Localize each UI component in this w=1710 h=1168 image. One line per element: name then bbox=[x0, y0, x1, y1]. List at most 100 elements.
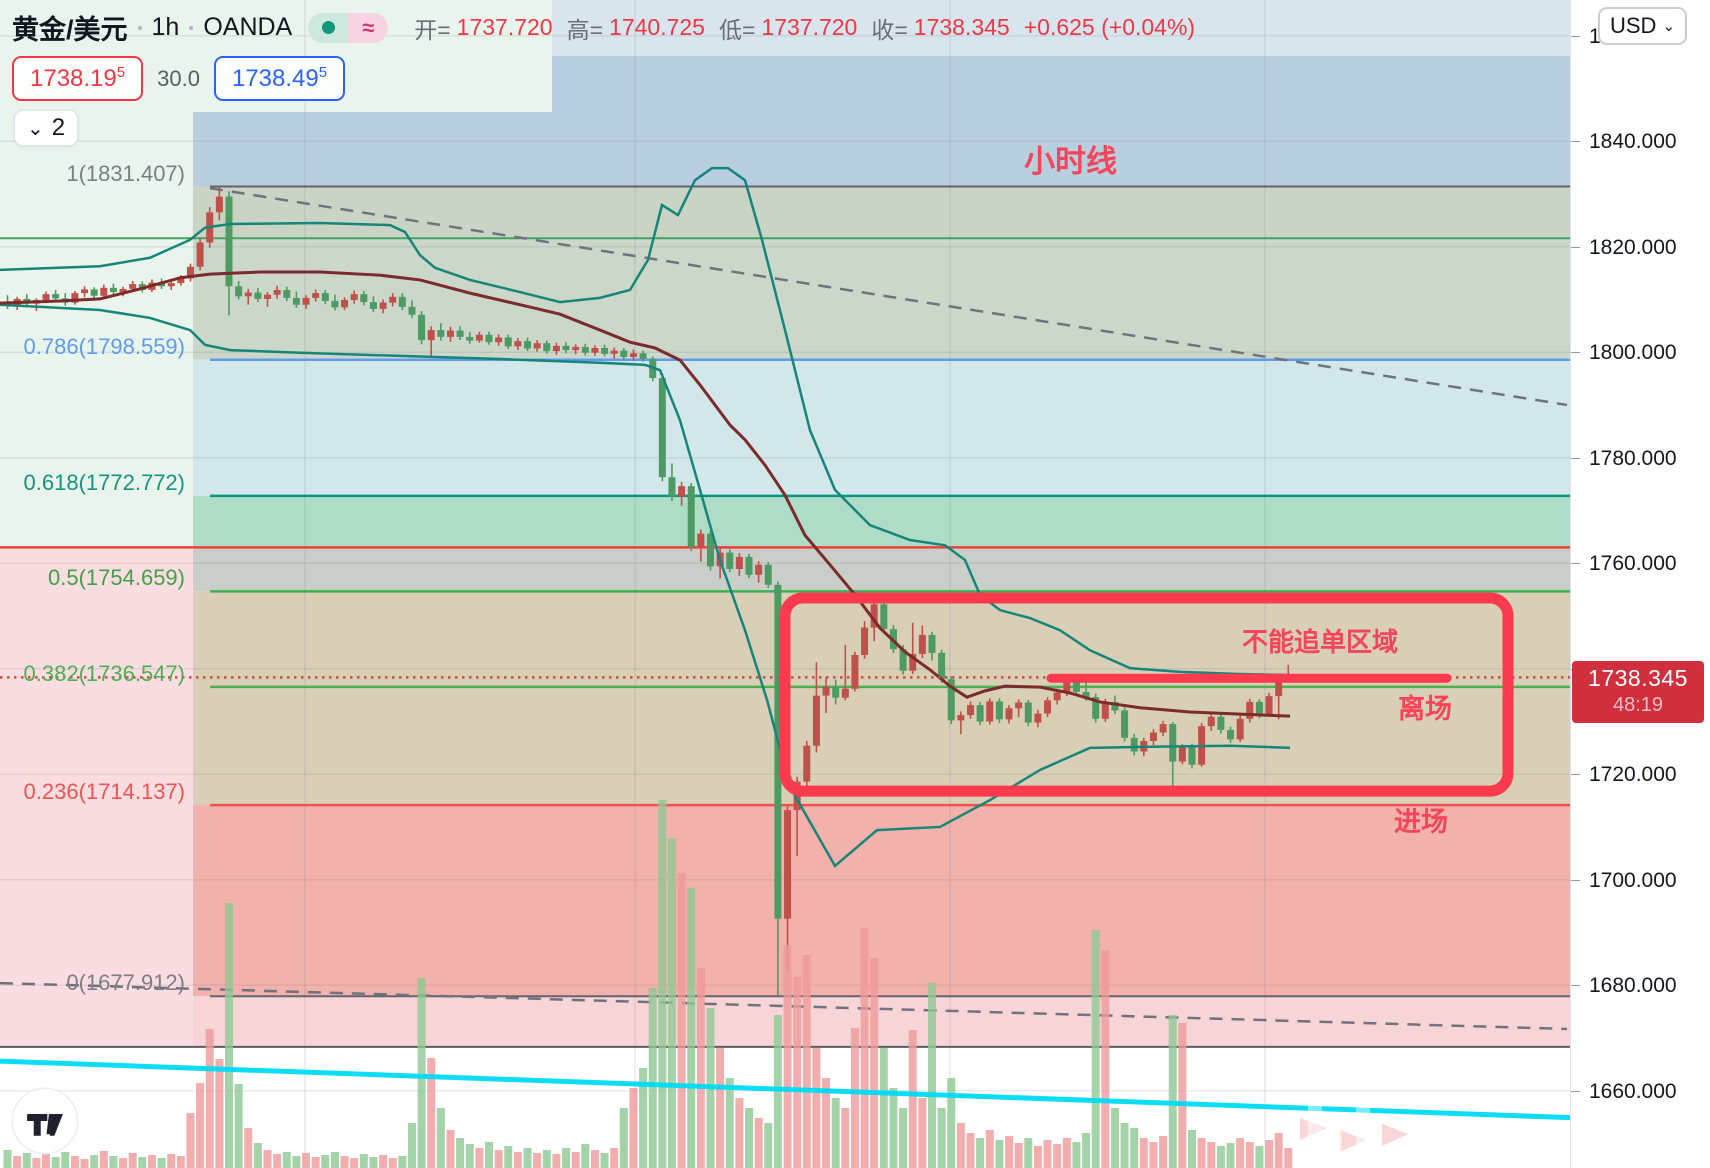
interval-label[interactable]: 1h bbox=[151, 13, 180, 41]
axis-tick bbox=[1571, 457, 1580, 459]
volume-bar bbox=[167, 1154, 176, 1168]
candle-body bbox=[475, 334, 483, 341]
moving-average bbox=[0, 270, 1291, 718]
volume-bar bbox=[610, 1148, 619, 1168]
volume-bar bbox=[802, 955, 811, 1168]
sell-button[interactable]: 1738.195 bbox=[12, 56, 144, 101]
candle-body bbox=[976, 705, 984, 722]
buy-button[interactable]: 1738.495 bbox=[213, 56, 346, 101]
price-axis[interactable]: 1860.0001840.0001820.0001800.0001780.000… bbox=[1570, 0, 1710, 1168]
volume-bar bbox=[889, 1088, 898, 1168]
volume-bar bbox=[273, 1154, 282, 1168]
axis-price-label: 1820.000 bbox=[1589, 235, 1677, 259]
fib-zone-band bbox=[193, 996, 1570, 1047]
volume-bar bbox=[667, 838, 676, 1168]
fib-zone-band bbox=[193, 805, 1570, 997]
indicator-toggle[interactable]: ≈ bbox=[308, 12, 389, 43]
candle-body bbox=[658, 378, 666, 478]
volume-bar bbox=[745, 1108, 754, 1168]
volume-bar bbox=[369, 1157, 378, 1168]
volume-bar bbox=[224, 903, 233, 1168]
volume-bar bbox=[138, 1157, 147, 1168]
volume-bar bbox=[61, 1152, 70, 1168]
volume-bar bbox=[937, 1108, 946, 1168]
candle-body bbox=[957, 715, 965, 721]
volume-bar bbox=[504, 1146, 513, 1168]
candle-body bbox=[995, 701, 1003, 720]
volume-bar bbox=[1178, 1023, 1187, 1168]
candle-body bbox=[1178, 747, 1186, 762]
volume-bar bbox=[687, 888, 696, 1168]
watermark bbox=[1300, 1118, 1326, 1140]
candle-body bbox=[215, 196, 223, 213]
candle-body bbox=[109, 287, 117, 293]
axis-tick bbox=[1571, 141, 1580, 143]
volume-bar bbox=[764, 1123, 773, 1168]
volume-bar bbox=[1139, 1138, 1148, 1168]
volume-bar bbox=[947, 1078, 956, 1168]
volume-bar bbox=[475, 1148, 484, 1168]
candle-body bbox=[706, 533, 714, 567]
candle-body bbox=[1005, 708, 1013, 720]
candle-body bbox=[986, 701, 994, 722]
volume-bar bbox=[398, 1156, 407, 1168]
tradingview-logo[interactable] bbox=[10, 1086, 80, 1161]
volume-bar bbox=[1120, 1123, 1129, 1168]
volume-bar bbox=[379, 1155, 388, 1168]
volume-bar bbox=[1024, 1138, 1033, 1168]
candle-body bbox=[601, 347, 609, 354]
axis-price-label: 1720.000 bbox=[1589, 763, 1677, 787]
bollinger-upper bbox=[0, 166, 1291, 677]
last-price-tag: 1738.345 48:19 bbox=[1572, 661, 1704, 723]
collapse-indicators-button[interactable]: ⌄ 2 bbox=[14, 110, 79, 146]
separator-dot bbox=[137, 25, 142, 30]
candle-body bbox=[369, 302, 377, 309]
candle-body bbox=[841, 688, 849, 698]
candle-body bbox=[341, 299, 349, 308]
volume-bar bbox=[841, 1108, 850, 1168]
volume-bar bbox=[523, 1148, 532, 1168]
currency-dropdown[interactable]: USD ⌄ bbox=[1598, 7, 1688, 45]
volume-bar bbox=[1130, 1128, 1139, 1168]
volume-bar bbox=[1072, 1142, 1081, 1168]
watermark bbox=[1356, 1104, 1370, 1162]
candle-body bbox=[1255, 701, 1263, 715]
candle-body bbox=[466, 336, 474, 341]
candle-body bbox=[610, 350, 618, 354]
volume-bar bbox=[725, 1078, 734, 1168]
candle-body bbox=[1130, 737, 1138, 752]
candle-body bbox=[784, 810, 792, 919]
watermark bbox=[1308, 1100, 1322, 1160]
volume-bar bbox=[985, 1130, 994, 1168]
candle-body bbox=[726, 552, 734, 570]
candle-body bbox=[514, 341, 522, 347]
volume-bar bbox=[1197, 1138, 1206, 1168]
volume-bar bbox=[1255, 1146, 1264, 1168]
candle-body bbox=[254, 292, 262, 299]
header-wash bbox=[552, 0, 1570, 56]
volume-bar bbox=[282, 1152, 291, 1168]
candle-body bbox=[803, 745, 811, 782]
volume-bar bbox=[1207, 1142, 1216, 1168]
candle-body bbox=[264, 294, 272, 299]
volume-bar bbox=[1245, 1142, 1254, 1168]
volume-bar bbox=[407, 1123, 416, 1168]
axis-tick bbox=[1571, 1090, 1580, 1092]
axis-price-label: 1840.000 bbox=[1589, 130, 1677, 154]
volume-bar bbox=[196, 1083, 205, 1168]
candle-body bbox=[177, 278, 185, 284]
symbol-legend[interactable]: 黄金/美元 1h OANDA ≈ 开= 1737.720 高= 1740.725 低= 1… bbox=[12, 8, 1203, 47]
volume-bar bbox=[1043, 1140, 1052, 1168]
volume-bar bbox=[850, 1028, 859, 1168]
volume-bar bbox=[1014, 1143, 1023, 1168]
volume-bar bbox=[244, 1128, 253, 1168]
candle-body bbox=[899, 649, 907, 671]
volume-bar bbox=[1265, 1140, 1274, 1168]
candle-body bbox=[880, 604, 888, 630]
candle-body bbox=[1236, 718, 1244, 740]
fib-zone-band bbox=[193, 547, 1570, 592]
candle-body bbox=[774, 584, 782, 919]
volume-bar bbox=[966, 1133, 975, 1168]
volume-bar bbox=[3, 1150, 12, 1168]
